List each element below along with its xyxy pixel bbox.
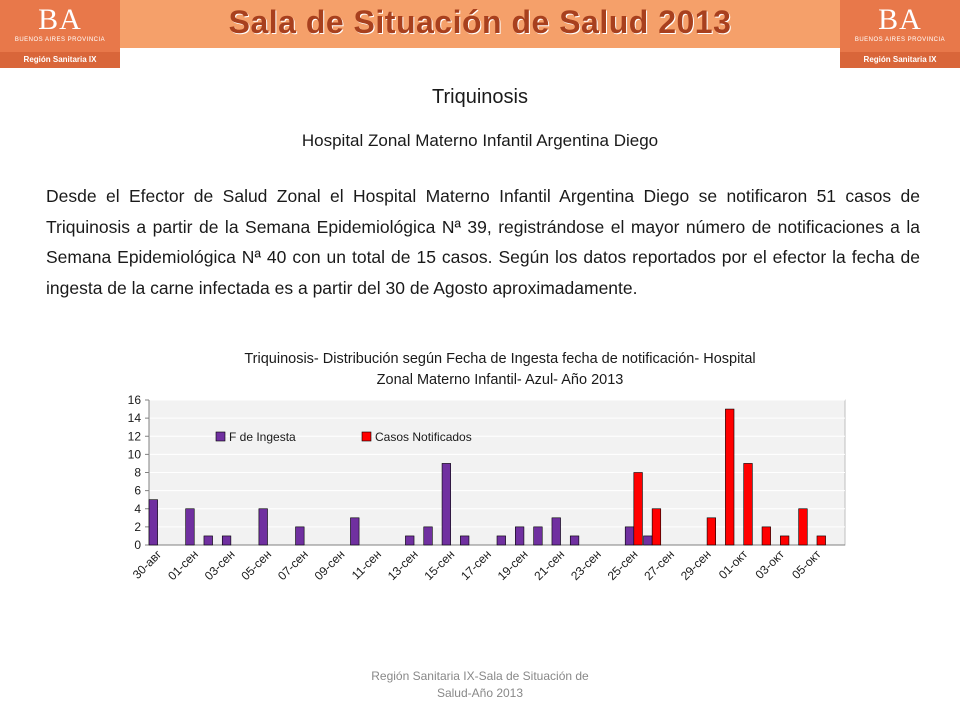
slide-title: Sala de Situación de Salud 2013 [228,4,732,40]
logo-region: Región Sanitaria IX [840,52,960,68]
header-band [0,0,960,48]
legend-label-notificados: Casos Notificados [375,430,472,444]
x-tick-label: 21-сен [531,547,567,583]
x-tick-label: 11-сен [349,547,384,582]
y-tick-label: 0 [134,538,141,552]
x-tick-label: 03-сен [202,547,238,583]
x-tick-label: 29-сен [678,547,714,583]
bar-notificados [780,535,790,546]
footer-line-2: Salud-Año 2013 [436,686,524,700]
x-tick-label: 03-окт [752,547,787,582]
bar-ingesta [643,535,653,546]
bar-ingesta [185,508,195,546]
bar-ingesta [551,517,561,546]
bar-ingesta [515,526,525,546]
x-tick-label: 05-окт [789,547,824,582]
x-tick-label: 19-сен [495,547,531,583]
bar-ingesta [350,517,360,546]
bar-ingesta [148,499,158,546]
y-tick-label: 14 [128,411,142,425]
bar-ingesta [258,508,268,546]
ba-logo-right: BA BUENOS AIRES PROVINCIA Región Sanitar… [840,0,960,68]
chart-title-line-1: Triquinosis- Distribución según Fecha de… [244,351,756,367]
x-tick-label: 09-сен [312,547,348,583]
logo-text: BA [878,3,922,36]
bar-ingesta [423,526,433,546]
legend-swatch-notificados [361,431,372,442]
ba-logo-left: BA BUENOS AIRES PROVINCIA Región Sanitar… [0,0,120,68]
bar-notificados [761,526,771,546]
y-tick-label: 16 [128,393,142,407]
footer-line-1: Región Sanitaria IX-Sala de Situación de [371,669,589,683]
logo-region: Región Sanitaria IX [0,52,120,68]
y-tick-label: 6 [134,484,141,498]
x-tick-label: 01-окт [716,547,751,582]
x-tick-label: 15-сен [422,547,458,583]
logo-subtext: BUENOS AIRES PROVINCIA [854,37,946,43]
x-tick-label: 17-сен [458,547,494,583]
bar-notificados [706,517,716,546]
section-subheading: Hospital Zonal Materno Infantil Argentin… [301,131,659,150]
chart-title-line-2: Zonal Materno Infantil- Azul- Año 2013 [376,372,624,388]
bar-ingesta [441,463,451,546]
x-tick-label: 27-сен [641,547,677,583]
bar-notificados [798,508,808,546]
y-tick-label: 12 [128,429,142,443]
bar-ingesta [203,535,213,546]
bar-ingesta [624,526,635,546]
x-tick-label: 30-авг [130,547,165,582]
bar-ingesta [295,526,305,546]
x-tick-label: 23-сен [568,547,604,583]
x-tick-label: 05-сен [238,547,274,583]
y-tick-label: 4 [134,502,141,516]
body-paragraph: Desde el Efector de Salud Zonal el Hospi… [46,186,920,298]
x-tick-label: 13-сен [385,547,421,583]
y-tick-label: 10 [128,447,142,461]
bar-ingesta [569,535,580,546]
bar-ingesta [460,535,470,546]
logo-text: BA [38,3,82,36]
bar-notificados [651,508,662,546]
legend-swatch-ingesta [215,431,226,442]
bar-ingesta [405,535,415,546]
y-tick-label: 2 [134,520,141,534]
legend-label-ingesta: F de Ingesta [229,430,296,444]
bar-notificados [743,463,753,546]
bar-notificados [816,535,826,546]
bar-chart: 0 2 4 6 8 10 12 14 16 30-авг 01-сен 03-сен 05-сен 07-… [128,393,846,583]
x-tick-label: 07-сен [275,547,311,583]
bar-notificados [633,472,643,546]
x-tick-label: 25-сен [605,547,641,583]
bar-ingesta [221,535,232,546]
x-tick-label: 01-сен [165,547,201,583]
section-heading: Triquinosis [432,86,528,108]
footer: Región Sanitaria IX-Sala de Situación de… [330,668,630,702]
y-tick-label: 8 [134,466,141,480]
bar-ingesta [533,526,543,546]
bar-ingesta [496,535,506,546]
logo-subtext: BUENOS AIRES PROVINCIA [14,37,106,43]
bar-notificados [725,408,735,546]
chart-title: Triquinosis- Distribución según Fecha de… [170,349,830,391]
